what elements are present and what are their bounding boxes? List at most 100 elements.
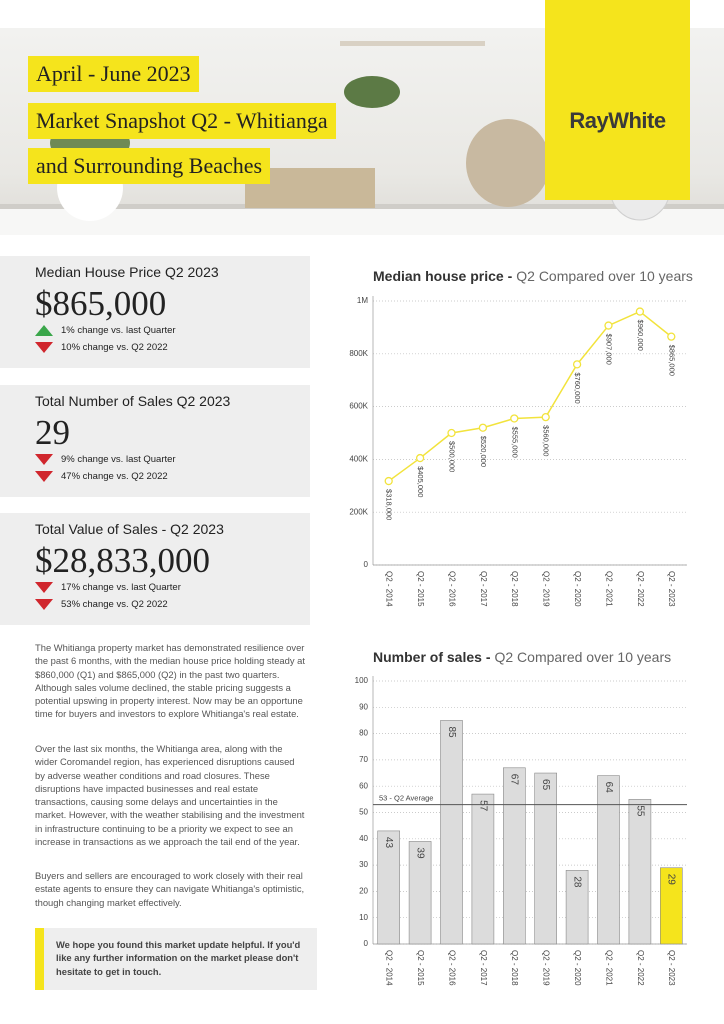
average-label: 53 - Q2 Average	[379, 794, 433, 803]
chart-title: Number of sales - Q2 Compared over 10 yea…	[373, 649, 671, 665]
value-label: 55	[634, 805, 645, 817]
stat-value: $28,833,000	[35, 541, 210, 580]
chart-title-main: Number of sales -	[373, 649, 491, 665]
y-tick-label: 60	[359, 781, 368, 790]
price-point	[478, 423, 488, 432]
y-tick-label: 1M	[357, 296, 368, 305]
paragraph: Buyers and sellers are encouraged to wor…	[35, 870, 305, 908]
x-tick-label: Q2 - 2017	[479, 571, 488, 607]
bar	[628, 799, 652, 945]
price-point	[541, 413, 550, 422]
price-point	[667, 332, 676, 341]
stat-change: 10% change vs. Q2 2022	[35, 342, 168, 353]
value-label: $960,000	[636, 320, 645, 351]
stat-change: 17% change vs. last Quarter	[35, 582, 181, 593]
change-arrow	[35, 471, 53, 482]
chart-subtitle: Q2 Compared over 10 years	[494, 649, 671, 665]
value-label: $555,000	[510, 426, 519, 457]
callout-text: We hope you found this market update hel…	[56, 939, 301, 977]
price-point	[635, 307, 645, 316]
logo: RayWhite	[569, 108, 666, 133]
value-label: 67	[509, 774, 520, 786]
price-point	[604, 321, 613, 330]
change-text: 1% change vs. last Quarter	[61, 325, 176, 336]
y-tick-label: 200K	[349, 507, 368, 516]
change-arrow	[35, 342, 53, 353]
bar	[408, 841, 432, 945]
value-label: 85	[446, 726, 457, 738]
x-tick-label: Q2 - 2019	[542, 950, 551, 986]
bar	[502, 767, 526, 945]
x-tick-label: Q2 - 2016	[447, 950, 456, 986]
chart-subtitle: Q2 Compared over 10 years	[516, 268, 693, 284]
value-label: 29	[666, 874, 677, 886]
bar	[565, 870, 589, 945]
stat-title: Median House Price Q2 2023	[35, 264, 219, 280]
y-tick-label: 40	[359, 834, 368, 843]
value-label: 39	[414, 847, 425, 859]
x-tick-label: Q2 - 2020	[573, 571, 582, 607]
paragraph: The Whitianga property market has demons…	[35, 642, 305, 720]
y-tick-label: 10	[359, 913, 368, 922]
logo-box	[545, 0, 690, 200]
x-tick-label: Q2 - 2021	[604, 950, 613, 986]
value-label: $865,000	[667, 345, 676, 376]
price-line	[388, 310, 672, 482]
x-tick-label: Q2 - 2018	[510, 571, 519, 607]
bar	[440, 720, 463, 945]
y-tick-label: 70	[359, 755, 368, 764]
header-title: Market Snapshot Q2 - Whitianga	[28, 103, 336, 139]
x-tick-label: Q2 - 2022	[636, 950, 645, 986]
header-title: April - June 2023	[28, 56, 199, 92]
price-point	[510, 414, 519, 423]
y-tick-label: 30	[359, 860, 368, 869]
value-label: $760,000	[573, 372, 582, 403]
change-text: 17% change vs. last Quarter	[61, 582, 181, 593]
price-point	[384, 476, 393, 486]
y-tick-label: 400K	[349, 455, 368, 464]
change-text: 10% change vs. Q2 2022	[61, 342, 168, 353]
header-title: and Surrounding Beaches	[28, 148, 271, 184]
x-tick-label: Q2 - 2015	[416, 571, 425, 607]
stat-title: Total Value of Sales - Q2 2023	[35, 521, 224, 537]
stat-title: Total Number of Sales Q2 2023	[35, 393, 231, 409]
stat-change: 53% change vs. Q2 2022	[35, 599, 168, 610]
stat-change: 1% change vs. last Quarter	[35, 325, 176, 336]
y-tick-label: 50	[359, 808, 368, 817]
value-label: $907,000	[605, 334, 614, 365]
bar	[597, 775, 620, 945]
y-tick-label: 80	[359, 729, 368, 738]
change-text: 9% change vs. last Quarter	[61, 454, 176, 465]
y-tick-label: 100	[355, 676, 369, 685]
y-tick-label: 90	[359, 702, 368, 711]
x-tick-label: Q2 - 2014	[385, 571, 394, 607]
value-label: $520,000	[479, 436, 488, 467]
y-tick-label: 0	[364, 939, 369, 948]
stat-change: 9% change vs. last Quarter	[35, 454, 176, 465]
x-tick-label: Q2 - 2015	[416, 950, 425, 986]
x-tick-label: Q2 - 2017	[479, 950, 488, 986]
y-tick-label: 0	[364, 560, 369, 569]
y-tick-label: 20	[359, 887, 368, 896]
x-tick-label: Q2 - 2023	[667, 571, 676, 607]
value-label: 28	[571, 876, 582, 888]
value-label: $318,000	[385, 489, 394, 520]
bar	[471, 793, 495, 945]
x-tick-label: Q2 - 2021	[604, 571, 613, 607]
chart-title: Median house price - Q2 Compared over 10 …	[373, 268, 693, 284]
photo-shapes	[0, 41, 724, 235]
value-label: 65	[540, 779, 551, 791]
callout-box	[35, 928, 317, 990]
paragraph: Over the last six months, the Whitianga …	[35, 743, 305, 848]
x-tick-label: Q2 - 2014	[385, 950, 394, 986]
stat-box: Total Number of Sales Q2 2023 29 9% change…	[0, 385, 310, 497]
value-label: $405,000	[416, 466, 425, 497]
value-label: 57	[477, 800, 488, 812]
stat-change: 47% change vs. Q2 2022	[35, 471, 168, 482]
change-arrow	[35, 599, 53, 610]
change-text: 53% change vs. Q2 2022	[61, 599, 168, 610]
y-tick-label: 600K	[349, 402, 368, 411]
x-tick-label: Q2 - 2018	[510, 950, 519, 986]
